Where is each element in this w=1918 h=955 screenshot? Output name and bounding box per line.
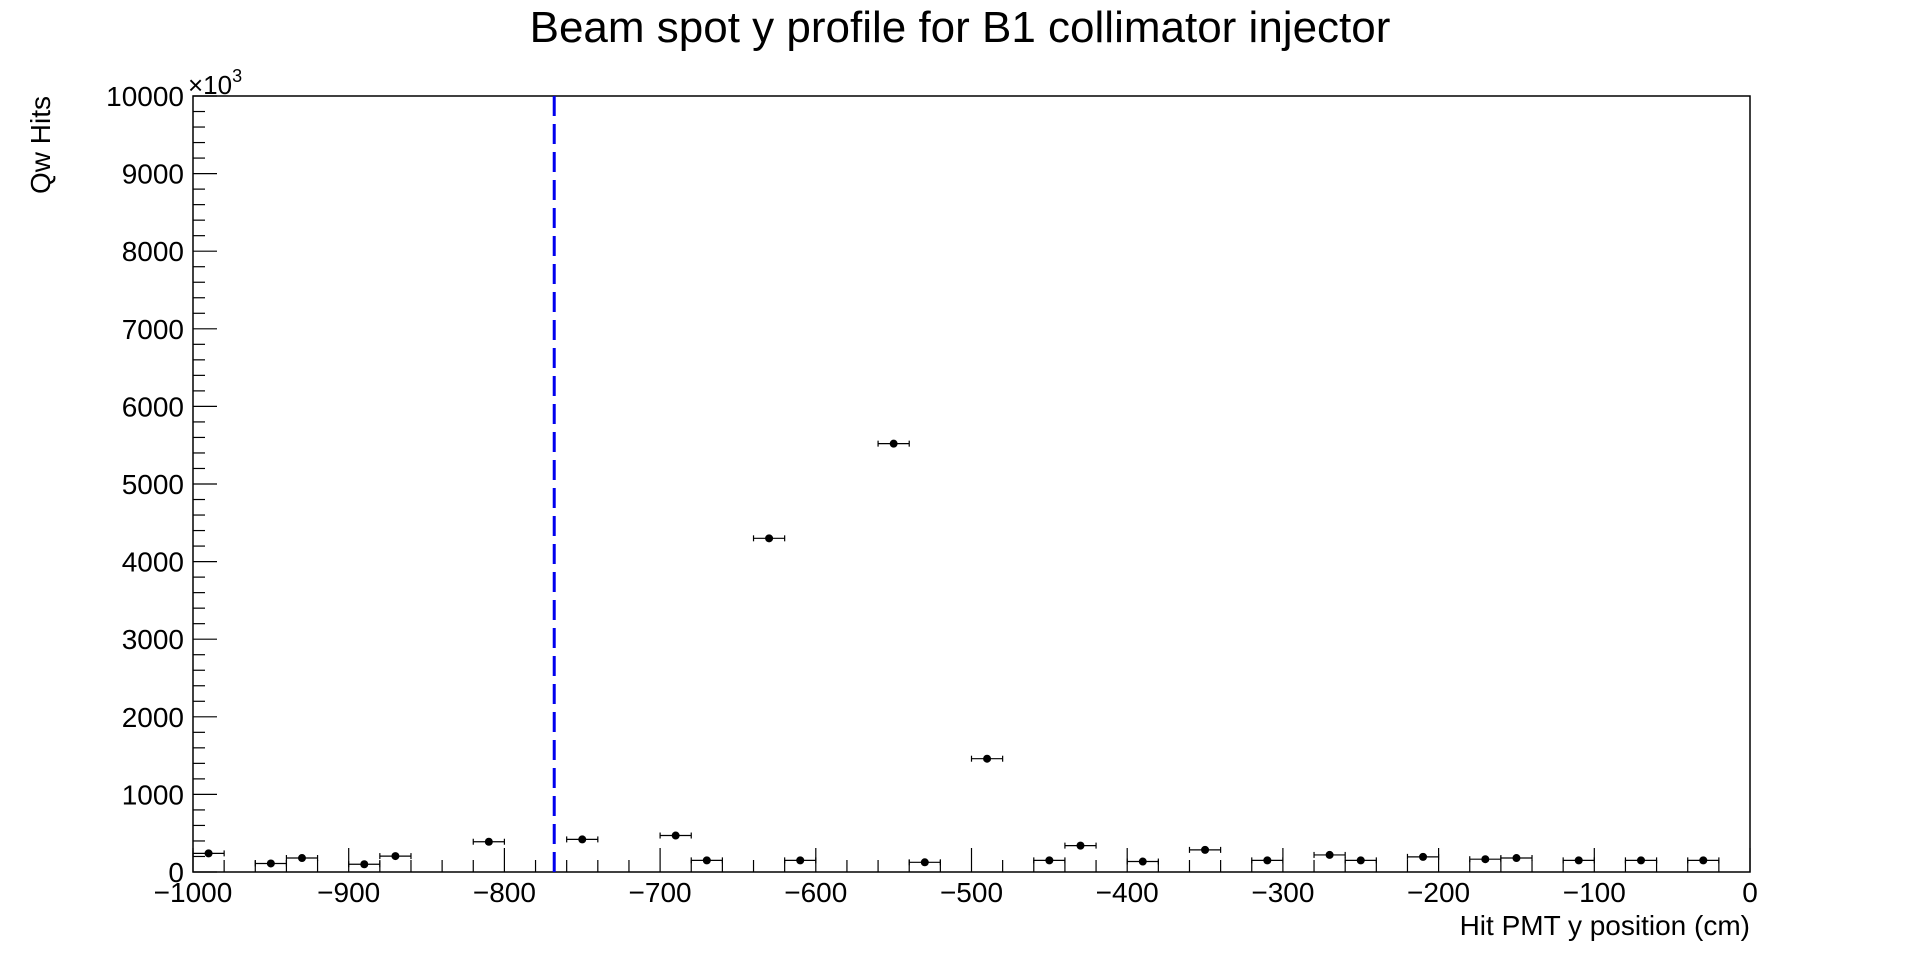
data-point: [690, 856, 723, 865]
x-tick-label: −600: [784, 877, 847, 908]
data-marker: [1512, 854, 1521, 863]
data-marker: [578, 835, 587, 844]
x-tick-label: −700: [629, 877, 692, 908]
data-point: [970, 754, 1004, 763]
y-tick-label: 8000: [122, 236, 184, 267]
x-tick-label: −200: [1407, 877, 1470, 908]
data-marker: [671, 831, 680, 840]
y-tick-label: 0: [168, 857, 184, 888]
data-marker: [1325, 850, 1334, 859]
data-point: [472, 837, 505, 846]
data-marker: [1699, 856, 1708, 865]
data-marker: [1263, 856, 1272, 865]
y-multiplier-base: ×10: [188, 70, 232, 100]
axis-ticks: [192, 95, 1751, 873]
data-point: [1033, 856, 1066, 865]
data-marker: [1076, 841, 1085, 850]
y-tick-label: 7000: [122, 314, 184, 345]
data-marker: [983, 754, 992, 763]
x-tick-label: −100: [1563, 877, 1626, 908]
data-point: [254, 859, 288, 868]
x-axis-label: Hit PMT y position (cm): [1460, 910, 1750, 941]
data-point: [752, 534, 786, 543]
data-marker: [1574, 856, 1583, 865]
y-tick-label: 4000: [122, 547, 184, 578]
data-point: [1188, 845, 1222, 854]
y-multiplier-exponent: 3: [232, 66, 242, 86]
y-axis-label: Qw Hits: [25, 96, 56, 194]
data-marker: [1481, 855, 1490, 864]
x-tick-label: −400: [1096, 877, 1159, 908]
data-marker: [765, 534, 774, 543]
data-point: [348, 860, 381, 869]
y-tick-label: 9000: [122, 159, 184, 190]
x-tick-label: −1000: [154, 877, 233, 908]
chart-title: Beam spot y profile for B1 collimator in…: [530, 3, 1391, 52]
y-tick-label: 5000: [122, 469, 184, 500]
data-point: [285, 854, 319, 863]
data-point: [1624, 856, 1658, 865]
data-marker: [484, 837, 493, 846]
data-marker: [920, 858, 929, 867]
data-marker: [297, 854, 306, 863]
data-marker: [1356, 856, 1365, 865]
data-point: [877, 439, 910, 448]
data-point: [379, 852, 412, 861]
data-marker: [1637, 856, 1646, 865]
data-marker: [1138, 857, 1147, 866]
y-tick-label: 1000: [122, 779, 184, 810]
data-point: [908, 858, 941, 867]
data-marker: [391, 852, 400, 861]
data-point: [1562, 856, 1595, 865]
data-marker: [796, 856, 805, 865]
data-marker: [1045, 856, 1054, 865]
data-point: [659, 831, 692, 840]
data-point: [1500, 854, 1533, 863]
data-marker: [204, 849, 213, 858]
x-tick-label: −800: [473, 877, 536, 908]
data-point: [1687, 856, 1720, 865]
data-marker: [1201, 845, 1210, 854]
data-marker: [702, 856, 711, 865]
data-point: [1344, 856, 1377, 865]
data-points: [192, 439, 1720, 869]
data-point: [1251, 856, 1284, 865]
y-tick-label: 2000: [122, 702, 184, 733]
x-tick-label: −300: [1251, 877, 1314, 908]
x-tick-labels: −1000 −900 −800 −700 −600 −500 −400 −300 −200 −10…: [154, 877, 1758, 908]
data-point: [1469, 855, 1502, 864]
data-point: [566, 835, 599, 844]
y-tick-labels: 0 1000 2000 3000 4000 5000 6000 7000 8000 9000 100…: [106, 81, 184, 888]
data-point: [1064, 841, 1097, 850]
y-tick-label: 10000: [106, 81, 184, 112]
data-point: [784, 856, 817, 865]
plot-frame: [192, 95, 1751, 873]
data-point: [1313, 850, 1346, 859]
x-tick-label: −900: [317, 877, 380, 908]
y-tick-label: 3000: [122, 624, 184, 655]
data-point: [1126, 857, 1159, 866]
data-marker: [1419, 852, 1428, 861]
data-marker: [360, 860, 369, 869]
data-marker: [266, 859, 275, 868]
data-point: [1406, 852, 1440, 861]
plot-area: [192, 95, 1751, 873]
y-tick-label: 6000: [122, 391, 184, 422]
data-marker: [889, 439, 898, 448]
y-multiplier: ×103: [188, 66, 242, 100]
data-point: [192, 849, 225, 858]
x-tick-label: 0: [1742, 877, 1758, 908]
x-tick-label: −500: [940, 877, 1003, 908]
